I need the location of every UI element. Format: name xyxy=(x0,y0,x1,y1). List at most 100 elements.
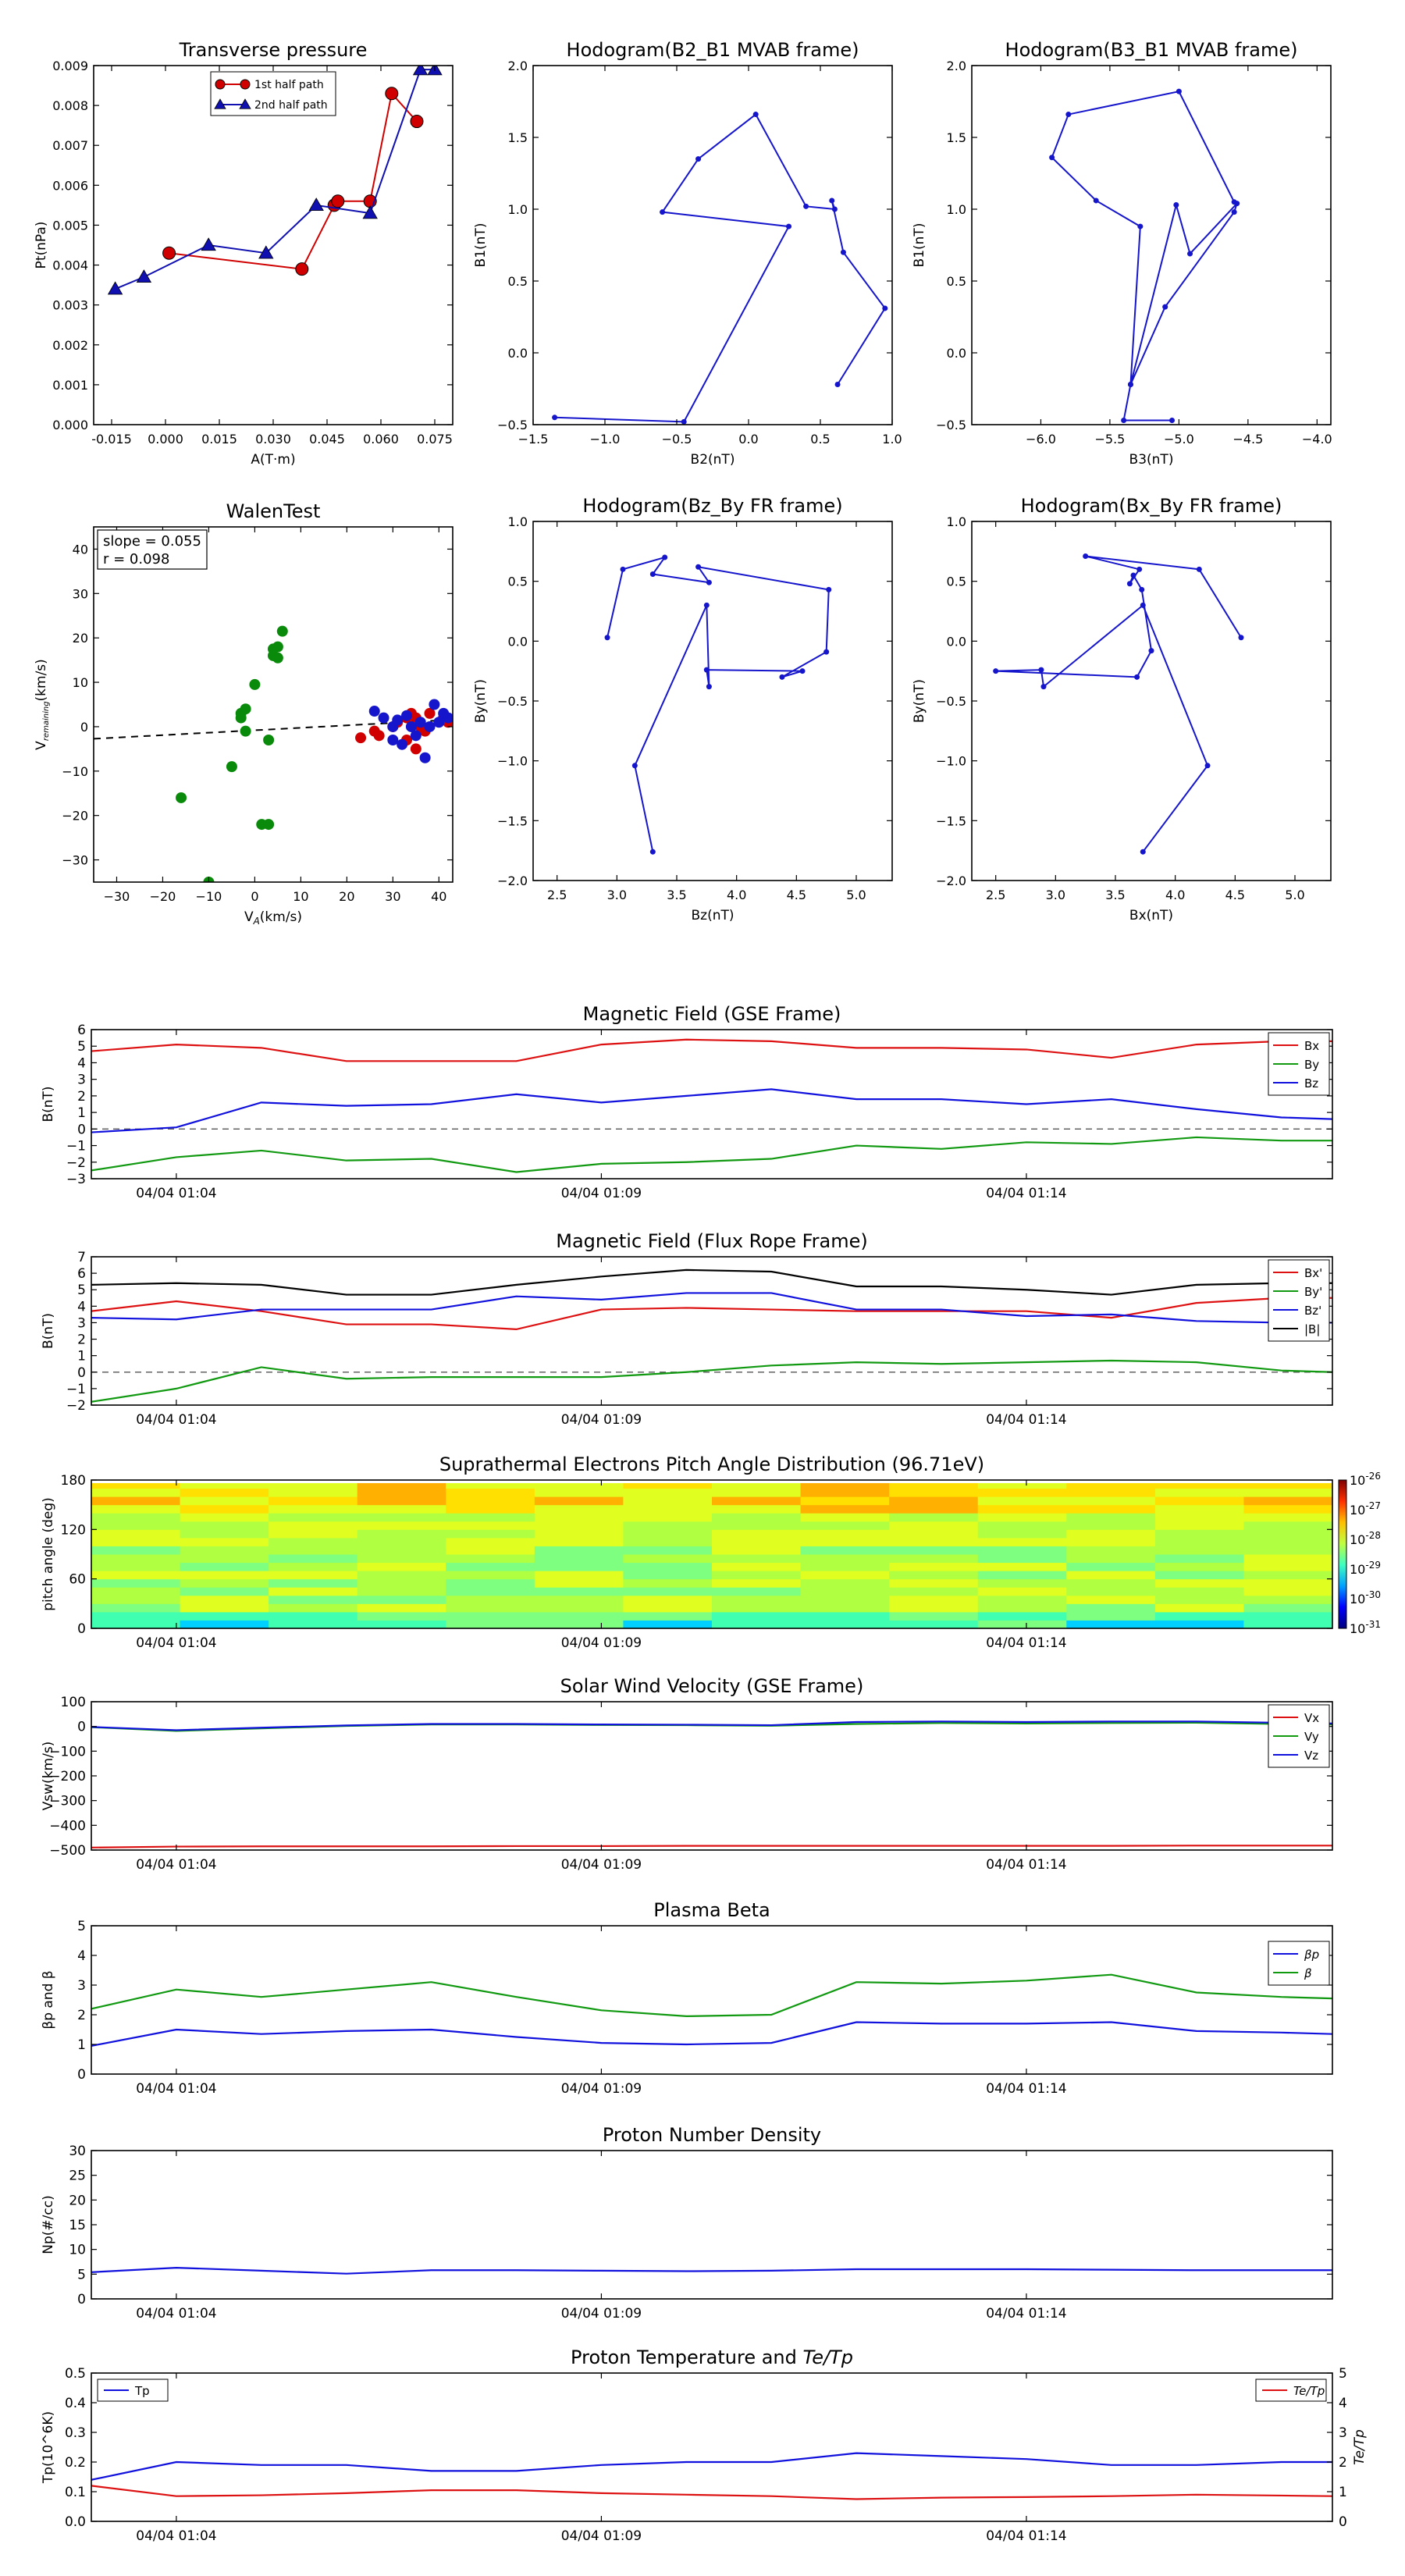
y-axis-label: pitch angle (deg) xyxy=(41,1497,56,1611)
y-tick-label: 2 xyxy=(77,1332,86,1348)
heatmap-cell xyxy=(889,1595,979,1604)
y-tick-label: 15 xyxy=(69,2218,86,2233)
plot-area xyxy=(91,2266,1332,2275)
heatmap-cell xyxy=(623,1488,713,1497)
heatmap-cell xyxy=(269,1611,358,1621)
colorbar-bar xyxy=(1338,1479,1347,1629)
data-point xyxy=(331,194,345,208)
series-line xyxy=(554,113,887,423)
heatmap-cell xyxy=(357,1488,446,1497)
heatmap-cell xyxy=(1154,1611,1244,1621)
heatmap-cell xyxy=(1066,1571,1156,1580)
legend-label: |B| xyxy=(1304,1322,1320,1336)
data-point xyxy=(397,738,408,750)
data-point xyxy=(660,209,666,215)
data-point xyxy=(631,763,638,769)
y-tick-label: −0.5 xyxy=(936,418,966,432)
heatmap-cell xyxy=(623,1537,713,1546)
y-tick-label: −1.0 xyxy=(497,754,528,769)
heatmap-cell xyxy=(446,1611,535,1621)
y-tick-label: 0.002 xyxy=(52,338,88,353)
y-tick-label: 180 xyxy=(61,1473,86,1489)
plot-area xyxy=(107,66,443,295)
heatmap-cell xyxy=(800,1578,890,1588)
data-point xyxy=(882,305,888,311)
heatmap-cell xyxy=(800,1496,890,1506)
heatmap-cell xyxy=(180,1603,269,1613)
plot-frame xyxy=(91,2150,1333,2300)
data-point xyxy=(414,717,426,728)
heatmap-cell xyxy=(889,1529,979,1539)
heatmap-cell xyxy=(269,1496,358,1506)
y-tick-label: −2.0 xyxy=(497,873,528,888)
x-tick-label: 10 xyxy=(293,889,308,904)
heatmap-cell xyxy=(800,1546,890,1555)
legend-label: Vz xyxy=(1304,1749,1318,1763)
data-point xyxy=(1136,566,1143,572)
heatmap-cell xyxy=(1243,1546,1333,1555)
data-point xyxy=(378,712,389,724)
data-point xyxy=(1139,586,1145,592)
y-tick-label: −1.0 xyxy=(936,754,966,769)
data-point xyxy=(308,197,324,212)
heatmap-cell xyxy=(91,1562,181,1571)
heatmap-cell xyxy=(800,1603,890,1613)
heatmap-cell xyxy=(534,1521,624,1530)
data-point xyxy=(1187,251,1193,257)
heatmap-cell xyxy=(357,1554,446,1564)
heatmap-cell xyxy=(889,1587,979,1596)
chart-transverse: Transverse pressure-0.015 0.000 0.015 0.030… xyxy=(34,39,454,468)
plot-area xyxy=(993,553,1244,855)
heatmap-cell xyxy=(889,1513,979,1522)
y-tick-label: −1 xyxy=(66,1139,86,1155)
x-axis-label: VA(km/s) xyxy=(244,909,302,927)
heatmap-cell xyxy=(180,1513,269,1522)
data-point xyxy=(1196,566,1202,572)
y-tick-label: 0.0 xyxy=(947,346,966,361)
data-point xyxy=(214,98,226,109)
heatmap-cell xyxy=(889,1537,979,1546)
x-tick-label: −1.0 xyxy=(590,432,621,447)
plot-frame xyxy=(93,65,454,425)
plot-frame xyxy=(532,65,893,425)
y-axis-label: Pt(nPa) xyxy=(34,222,49,269)
data-point xyxy=(831,206,838,212)
chart-mag_fr: Magnetic Field (Flux Rope Frame) 04/04 01… xyxy=(41,1230,1333,1428)
heatmap-cell xyxy=(1154,1587,1244,1596)
y-tick-label: 0.005 xyxy=(52,218,88,233)
data-point xyxy=(649,849,656,855)
x-tick-label: 0.075 xyxy=(417,432,453,447)
legend-label: β xyxy=(1304,1966,1312,1980)
heatmap-cell xyxy=(269,1562,358,1571)
y-axis-label: B1(nT) xyxy=(473,223,489,268)
x-tick-label: 20 xyxy=(339,889,354,904)
heatmap-cell xyxy=(357,1620,446,1629)
plot-area xyxy=(91,2452,1332,2500)
heatmap-cell xyxy=(446,1496,535,1506)
legend-label: Te/Tp xyxy=(1293,2384,1325,2398)
y-tick-label: 0 xyxy=(77,1365,86,1381)
data-point xyxy=(256,819,268,831)
x-tick-label: 04/04 01:14 xyxy=(986,2081,1066,2097)
x-tick-label: 4.5 xyxy=(787,888,806,902)
heatmap-cell xyxy=(712,1480,802,1489)
heatmap-cell xyxy=(1154,1603,1244,1613)
heatmap-cell xyxy=(534,1595,624,1604)
heatmap-cell xyxy=(623,1578,713,1588)
heatmap-cell xyxy=(91,1546,181,1555)
heatmap-cell xyxy=(180,1578,269,1588)
y-tick-label: 0 xyxy=(77,2067,86,2083)
heatmap-cell xyxy=(534,1562,624,1571)
heatmap-cell xyxy=(180,1504,269,1514)
series-1 xyxy=(91,1359,1332,1403)
data-point xyxy=(799,668,806,674)
heatmap-cell xyxy=(180,1529,269,1539)
heatmap-cell xyxy=(534,1587,624,1596)
data-point xyxy=(620,566,626,572)
legend-label: 2nd half path xyxy=(254,99,328,112)
data-point xyxy=(392,714,404,726)
plot-frame xyxy=(91,1479,1333,1629)
heatmap-cell xyxy=(357,1595,446,1604)
legend-box xyxy=(1268,1941,1330,1986)
